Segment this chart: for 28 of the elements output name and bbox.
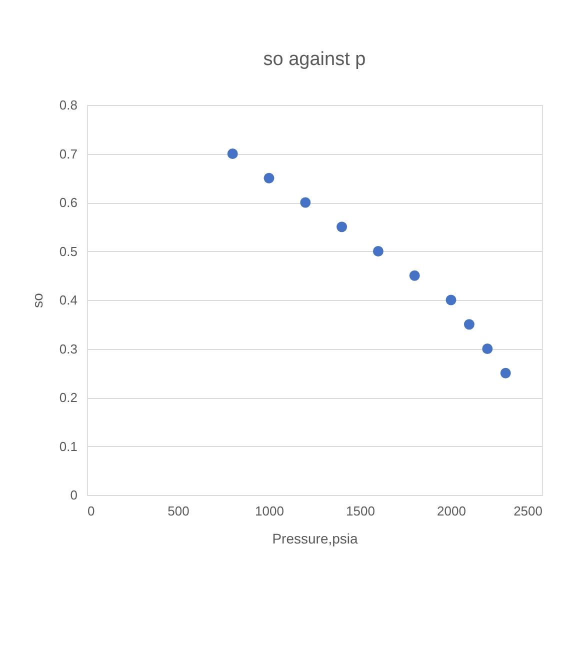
y-tick-label: 0.1 [59, 438, 78, 454]
y-tick-label: 0.3 [59, 341, 78, 356]
y-axis-title: so [29, 292, 46, 308]
y-tick-label: 0 [70, 488, 78, 502]
point [409, 270, 420, 281]
chart-title: so against p [263, 49, 366, 70]
x-tick-label: 1000 [255, 504, 284, 518]
y-tick-label: 0.2 [59, 390, 78, 405]
point [336, 222, 348, 232]
y-tick-label: 0.8 [59, 98, 78, 112]
x-tick-label: 0 [88, 504, 95, 518]
y-tick-label: 0.7 [59, 146, 78, 162]
point [464, 319, 474, 330]
x-axis-title: Pressure,psia [272, 530, 358, 546]
point [482, 344, 493, 354]
point [227, 148, 238, 159]
x-tick-label: 2000 [437, 504, 466, 518]
y-tick-label: 0.6 [59, 195, 78, 210]
point [300, 197, 311, 208]
point [264, 172, 274, 184]
point [446, 294, 456, 306]
y-tick-label: 0.5 [59, 244, 78, 259]
x-tick-label: 2500 [514, 504, 542, 518]
y-tick-label: 0.4 [59, 292, 78, 308]
point [500, 368, 511, 378]
x-tick-label: 1500 [346, 504, 375, 518]
point [372, 246, 384, 256]
x-tick-label: 500 [168, 504, 190, 518]
